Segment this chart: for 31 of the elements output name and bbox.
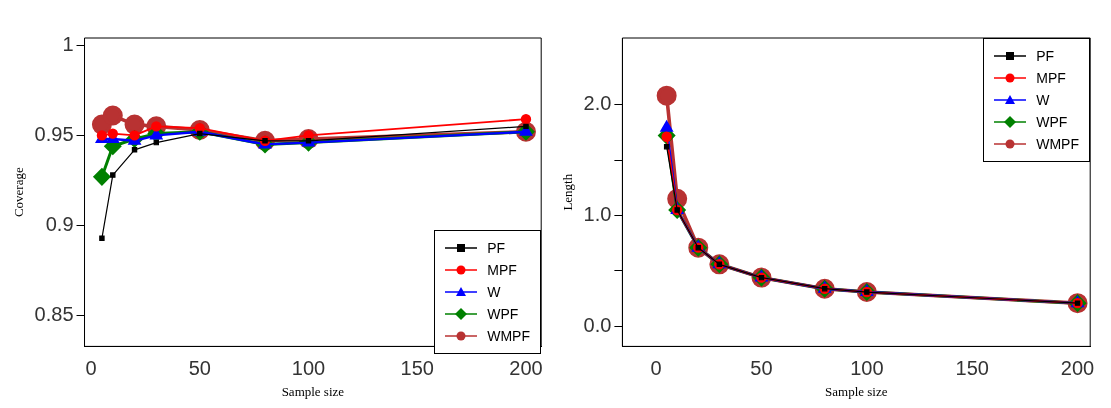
legend-label: W	[487, 284, 501, 300]
legend-label: WMPF	[487, 328, 530, 344]
legend-label: PF	[487, 240, 506, 256]
x-tick-label: 50	[188, 356, 211, 379]
x-axis-title: Sample size	[825, 383, 888, 399]
x-tick-label: 0	[85, 356, 97, 379]
x-tick-label: 200	[1060, 356, 1095, 379]
x-tick-label: 200	[509, 356, 543, 379]
legend-label: WPF	[1036, 114, 1068, 130]
x-axis-title: Sample size	[281, 383, 345, 399]
x-tick-label: 0	[650, 356, 662, 379]
legend-label: WPF	[487, 306, 519, 322]
x-tick-label: 150	[400, 356, 434, 379]
y-tick-label: 2.0	[583, 92, 612, 115]
x-tick-label: 50	[750, 356, 773, 379]
y-tick-label: 0.9	[45, 213, 74, 236]
legend-label: W	[1036, 92, 1050, 108]
y-axis-title: Length	[560, 173, 576, 211]
y-tick-label: 1.0	[583, 203, 612, 226]
y-axis-title: Coverage	[11, 167, 27, 218]
legend-label: MPF	[487, 262, 517, 278]
y-tick-label: 0.0	[583, 313, 612, 336]
x-tick-label: 100	[850, 356, 884, 379]
legend-label: PF	[1036, 48, 1055, 64]
y-tick-label: 0.95	[34, 122, 74, 145]
x-tick-label: 150	[955, 356, 989, 379]
x-tick-label: 100	[291, 356, 326, 379]
y-tick-label: 1	[62, 32, 74, 55]
legend-label: MPF	[1036, 70, 1066, 86]
legend-label: WMPF	[1036, 136, 1079, 152]
y-tick-label: 0.85	[34, 303, 74, 326]
